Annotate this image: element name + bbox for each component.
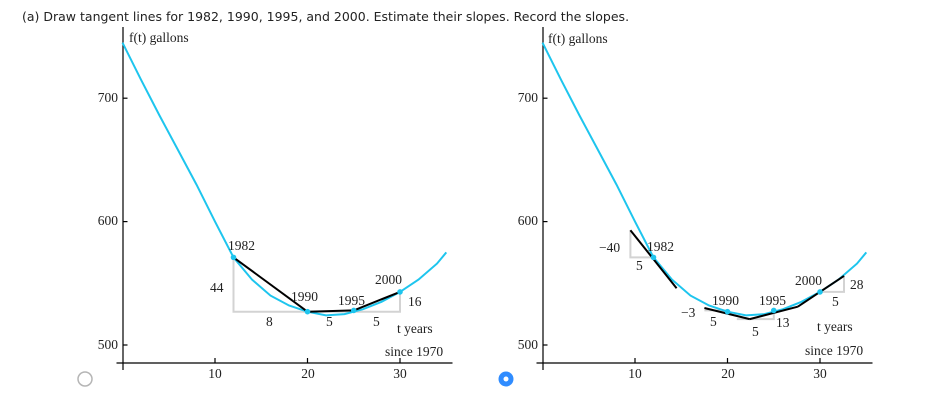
label-1995: 1995 (338, 293, 365, 308)
rise-label: −3 (681, 305, 696, 320)
data-point (304, 308, 311, 315)
data-point (817, 289, 823, 295)
run-label: 5 (326, 314, 333, 329)
rise-label: 16 (408, 294, 422, 309)
label-1995: 1995 (759, 293, 786, 308)
tangent-line (307, 309, 354, 313)
x-tick-label: 20 (721, 366, 735, 381)
x-tick-label: 30 (393, 366, 407, 381)
label-2000: 2000 (795, 273, 822, 288)
chart-option-2: f(t) gallons 700 600 500 10 20 30 t year… (518, 27, 873, 381)
label-1990: 1990 (712, 293, 739, 308)
data-point (724, 308, 731, 315)
y-tick-label: 500 (98, 337, 119, 352)
x-axis-label: t years (817, 319, 853, 334)
data-point (397, 289, 403, 295)
rise-label: 44 (210, 280, 224, 295)
x-tick-label: 30 (813, 366, 827, 381)
question-text: (a) Draw tangent lines for 1982, 1990, 1… (22, 9, 629, 24)
y-tick-label: 500 (518, 337, 539, 352)
y-tick-label: 700 (518, 90, 539, 105)
run-label: 8 (266, 314, 273, 329)
rise-label: 13 (776, 315, 790, 330)
slope-triangle (820, 275, 845, 293)
x-tick-label: 10 (628, 366, 642, 381)
run-label: 5 (752, 324, 759, 339)
y-axis-label: f(t) gallons (548, 31, 608, 46)
radio-option-2[interactable] (498, 371, 514, 387)
y-tick-label: 600 (518, 213, 539, 228)
label-1982: 1982 (647, 239, 674, 254)
run-label: 5 (832, 294, 839, 309)
x-tick-label: 20 (301, 366, 315, 381)
x-tick-label: 10 (208, 366, 222, 381)
radio-option-1[interactable] (77, 371, 93, 387)
label-2000: 2000 (375, 272, 402, 287)
x-axis-label-2: since 1970 (805, 343, 863, 358)
data-point (230, 254, 237, 261)
rise-label: −40 (599, 240, 620, 255)
data-point (350, 307, 357, 314)
run-label: 5 (373, 314, 380, 329)
tangent-line (232, 256, 309, 313)
rise-label: 28 (850, 277, 864, 292)
data-point (650, 254, 657, 261)
y-tick-label: 700 (98, 90, 119, 105)
label-1982: 1982 (228, 238, 255, 253)
y-axis-label: f(t) gallons (129, 30, 189, 45)
run-label: 5 (710, 314, 717, 329)
data-point (770, 307, 777, 314)
chart-option-1: f(t) gallons 700 600 500 10 20 30 t year… (98, 27, 453, 381)
tangent-line (353, 290, 401, 312)
y-tick-label: 600 (98, 213, 119, 228)
radio-selected-dot (503, 376, 509, 382)
x-axis-label-2: since 1970 (385, 344, 443, 359)
label-1990: 1990 (291, 289, 318, 304)
x-axis-label: t years (397, 321, 433, 336)
run-label: 5 (636, 258, 643, 273)
slope-triangle (629, 230, 654, 259)
